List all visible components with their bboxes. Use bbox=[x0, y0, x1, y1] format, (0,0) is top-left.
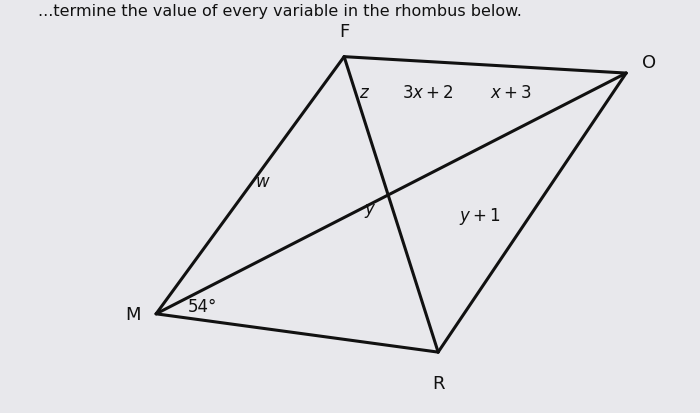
Text: $x + 3$: $x + 3$ bbox=[491, 83, 532, 102]
Text: 54°: 54° bbox=[188, 297, 217, 316]
Text: $3x + 2$: $3x + 2$ bbox=[402, 83, 454, 102]
Text: O: O bbox=[642, 54, 656, 72]
Text: z: z bbox=[358, 83, 368, 102]
Text: M: M bbox=[125, 305, 141, 323]
Text: w: w bbox=[256, 173, 270, 191]
Text: R: R bbox=[432, 374, 444, 392]
Text: $y$: $y$ bbox=[364, 202, 377, 219]
Text: $y + 1$: $y + 1$ bbox=[459, 205, 500, 226]
Text: F: F bbox=[339, 23, 349, 41]
Text: ...termine the value of every variable in the rhombus below.: ...termine the value of every variable i… bbox=[38, 5, 522, 19]
